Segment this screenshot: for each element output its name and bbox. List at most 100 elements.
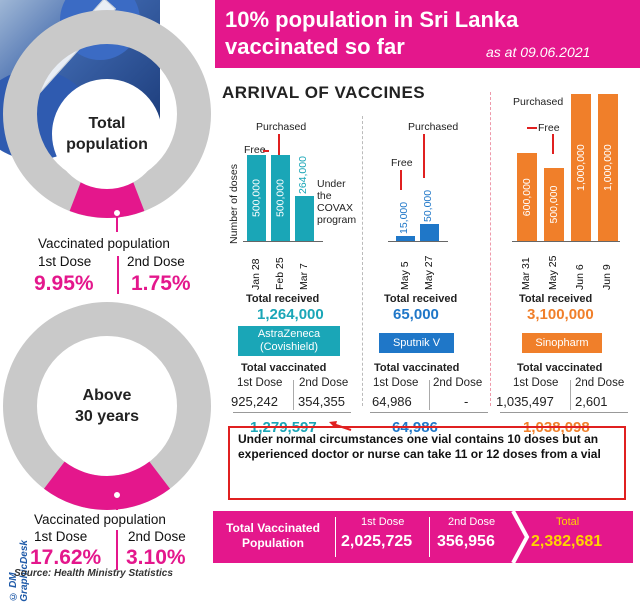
sputnik-x-label: May 27 (423, 255, 435, 290)
dose1-label: 1st Dose (34, 529, 88, 544)
sinopharm-x-label: Jun 6 (574, 264, 586, 290)
total-vaccinated-banner: Total Vaccinated Population 1st Dose 2,0… (213, 511, 633, 563)
sputnik-dose1-label: 1st Dose (373, 377, 419, 389)
dose2-label: 2nd Dose (127, 254, 185, 269)
sinopharm-purchased-label: Purchased (513, 96, 564, 108)
vaccinated-slice (43, 461, 171, 510)
dose1-percent: 9.95% (34, 272, 94, 295)
above30-donut (3, 302, 211, 510)
sinopharm-dose2: 2,601 (575, 394, 608, 409)
sinopharm-bar (544, 167, 564, 241)
pointer-line (116, 210, 118, 232)
sputnik-baseline (388, 241, 448, 242)
sinopharm-bar (571, 94, 591, 241)
date-label: as at 09.06.2021 (486, 44, 591, 60)
dose2-label: 2nd Dose (128, 529, 186, 544)
astra-total-received: 1,264,000 (257, 306, 324, 323)
donut-label-line1: Above (82, 387, 132, 404)
astra-free-label: Free (244, 144, 266, 156)
sputnik-total-received: 65,000 (393, 306, 439, 323)
sinopharm-free-label: Free (538, 122, 560, 134)
astra-bar-value: 264,000 (297, 155, 309, 194)
sinopharm-x-label: Mar 31 (520, 257, 532, 290)
sputnik-bar (420, 224, 439, 241)
annotation-line (552, 134, 554, 154)
dose-divider (429, 380, 430, 410)
astra-x-label: Feb 25 (274, 257, 286, 290)
panel-separator (490, 92, 491, 406)
sputnik-dose2: - (464, 394, 469, 409)
astra-dose1-label: 1st Dose (237, 377, 283, 389)
sputnik-bar-value: 50,000 (422, 189, 434, 222)
annotation-line (400, 170, 402, 190)
footer-label: Total Vaccinated Population (226, 521, 320, 550)
dose-divider (570, 380, 571, 410)
donut-label-line2: population (66, 136, 148, 153)
footer-total-label: Total (556, 516, 580, 528)
footer-total: 2,382,681 (531, 533, 603, 550)
sum-line (370, 412, 488, 413)
sum-line (233, 412, 351, 413)
sinopharm-total-received: 3,100,000 (527, 306, 594, 323)
pointer-dot (112, 208, 122, 218)
pointer-dot (112, 490, 122, 500)
astra-bar-value: 500,000 (274, 179, 287, 217)
dose1-label: 1st Dose (38, 254, 92, 269)
footer-dose1: 2,025,725 (341, 533, 413, 550)
sputnik-total-received-label: Total received (384, 293, 458, 305)
sinopharm-bar (517, 152, 537, 241)
sinopharm-dose1-label: 1st Dose (513, 377, 559, 389)
astra-total-received-label: Total received (246, 293, 320, 305)
astra-name-box: AstraZeneca (Covishield) (238, 326, 340, 356)
panel-separator (362, 116, 363, 406)
astra-bar (247, 155, 266, 241)
sputnik-purchased-label: Purchased (408, 121, 459, 133)
astra-dose2-label: 2nd Dose (299, 377, 349, 389)
header-banner (215, 0, 640, 68)
total-population-donut (3, 10, 211, 219)
sinopharm-bar-value: 500,000 (548, 185, 560, 224)
astra-total-vaccinated-label: Total vaccinated (241, 362, 327, 374)
astra-x-label: Jan 28 (250, 258, 262, 290)
dose-divider (293, 380, 294, 410)
vaccinated-slice (69, 179, 145, 219)
sputnik-name-box: Sputnik V (379, 333, 454, 353)
above30-label: Above 30 years (52, 351, 162, 461)
arrival-title: ARRIVAL OF VACCINES (222, 83, 426, 102)
astra-bar-value: 500,000 (250, 179, 263, 217)
astra-covax-label: Under the COVAX program (317, 178, 357, 226)
pointer-line (116, 494, 118, 510)
footer-chevron (511, 511, 530, 563)
page-title: 10% population in Sri Lanka vaccinated s… (225, 7, 519, 59)
footer-dose2: 356,956 (437, 533, 495, 550)
donut-label-line2: 30 years (74, 408, 140, 425)
dose1-percent: 17.62% (30, 546, 102, 569)
sinopharm-name-box: Sinopharm (522, 333, 602, 353)
source-label: Source: Health Ministry Statistics (14, 568, 173, 579)
total-population-label: Total population (52, 79, 162, 189)
astra-bar (271, 155, 290, 241)
astra-baseline (243, 241, 323, 242)
sinopharm-dose1: 1,035,497 (496, 394, 554, 409)
dose2-percent: 1.75% (131, 272, 191, 295)
sinopharm-total-received-label: Total received (519, 293, 593, 305)
sinopharm-bar-value: 600,000 (521, 177, 533, 216)
footer-dose1-label: 1st Dose (361, 516, 405, 528)
sputnik-total-vaccinated-label: Total vaccinated (374, 362, 460, 374)
dose2-percent: 3.10% (126, 546, 186, 569)
donut-label-line1: Total (88, 115, 126, 132)
sinopharm-dose2-label: 2nd Dose (575, 377, 625, 389)
astra-ylabel: Number of doses (228, 164, 240, 244)
sputnik-free-label: Free (391, 157, 413, 169)
vaccinated-population-label: Vaccinated population (38, 236, 170, 251)
sinopharm-bar-value: 1,000,000 (602, 144, 614, 191)
annotation-line (527, 127, 537, 129)
annotation-line (263, 150, 269, 152)
vial-note: Under normal circumstances one vial cont… (228, 426, 626, 500)
astra-bar (295, 195, 314, 241)
sinopharm-x-label: Jun 9 (601, 264, 613, 290)
sum-line (500, 412, 628, 413)
footer-divider (335, 517, 336, 557)
sinopharm-baseline (512, 241, 620, 242)
footer-divider (429, 517, 430, 557)
